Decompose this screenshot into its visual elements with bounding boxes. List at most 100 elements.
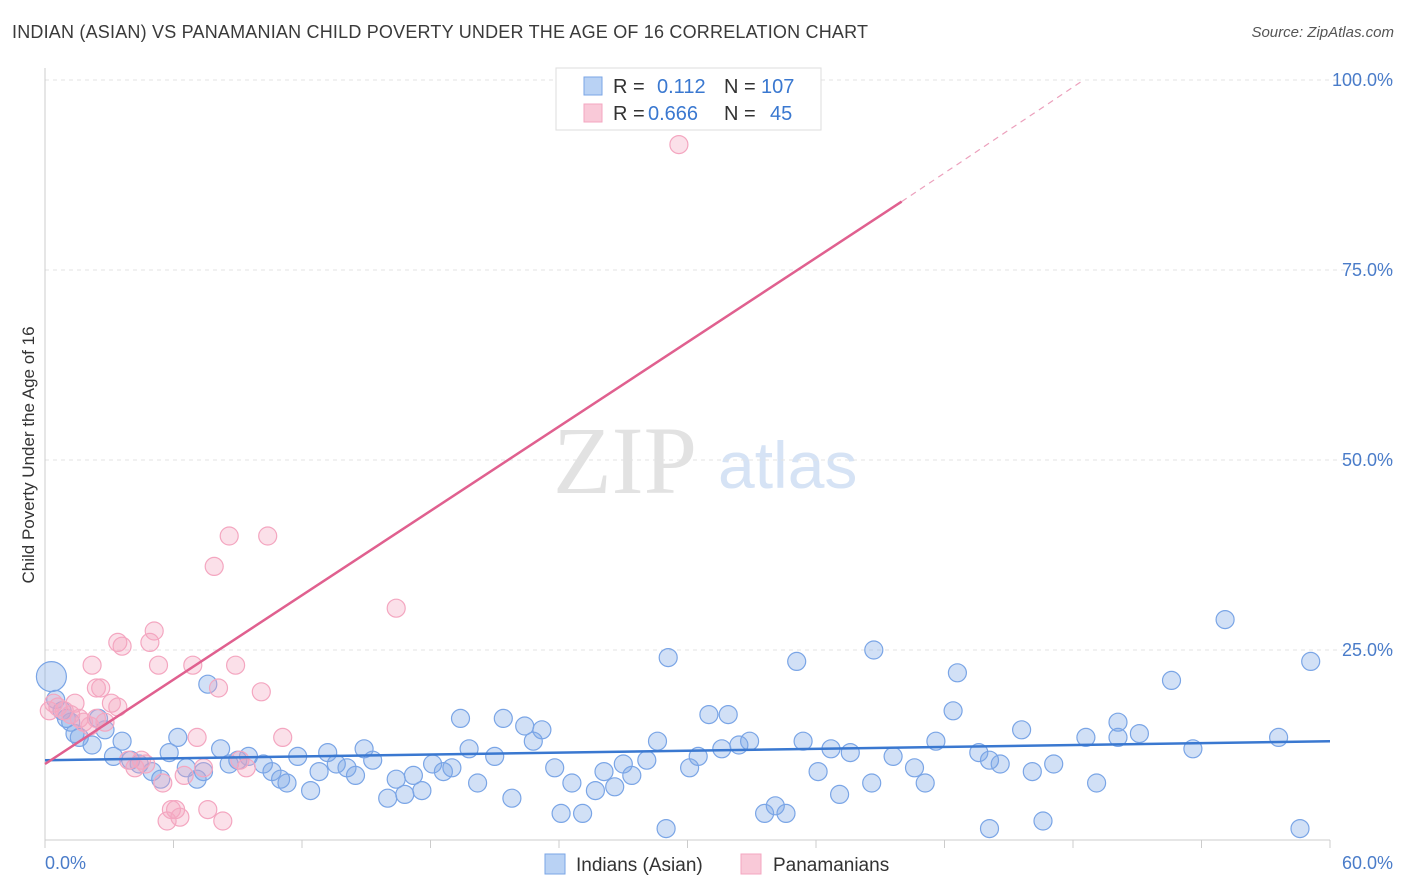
axes (44, 68, 1331, 848)
point-indians-0 (35, 660, 68, 693)
point-indians-36 (345, 765, 366, 786)
legend-r-value-panamanians: 0.666 (648, 103, 698, 125)
point-panamanians-24 (148, 655, 169, 675)
y-tick-label-1: 50.0% (1342, 450, 1393, 470)
point-indians-111 (1301, 651, 1321, 672)
point-indians-39 (378, 788, 398, 808)
point-panamanians-40 (230, 750, 250, 770)
legend-n-value-panamanians: 45 (770, 103, 792, 125)
point-panamanians-32 (187, 727, 207, 748)
point-indians-17 (168, 727, 188, 748)
point-indians-47 (450, 708, 471, 729)
point-indians-11 (112, 731, 132, 751)
point-panamanians-36 (208, 678, 229, 698)
point-panamanians-25 (153, 773, 173, 793)
point-indians-90 (926, 731, 946, 751)
point-indians-84 (840, 742, 860, 763)
y-tick-label-0: 25.0% (1342, 640, 1393, 660)
point-panamanians-42 (251, 682, 271, 702)
y-tick-labels: 25.0% 50.0% 75.0% 100.0% (1332, 70, 1393, 660)
point-indians-58 (562, 773, 582, 793)
point-indians-101 (1076, 727, 1096, 748)
point-indians-32 (309, 761, 329, 782)
point-indians-108 (1215, 609, 1235, 630)
point-indians-7 (82, 735, 102, 755)
point-indians-106 (1161, 670, 1182, 691)
series-legend: Indians (Asian) Panamanians (544, 853, 889, 876)
point-panamanians-41 (236, 758, 256, 778)
bottom-legend-label-indians: Indians (Asian) (576, 855, 703, 876)
series-panamanians-points (39, 135, 689, 831)
point-indians-98 (1022, 761, 1042, 782)
point-panamanians-29 (170, 807, 190, 827)
point-panamanians-37 (213, 811, 233, 831)
point-indians-102 (1086, 773, 1107, 793)
point-indians-57 (551, 803, 571, 824)
point-indians-92 (947, 663, 968, 683)
trend-lines (44, 79, 1331, 766)
stats-legend: R = 0.112 N = 107 R = 0.666 N = 45 (555, 67, 822, 131)
bottom-legend-swatch-indians (544, 853, 566, 875)
point-indians-83 (829, 784, 850, 805)
legend-n-label-panamanians: N = (724, 103, 756, 125)
legend-swatch-panamanians (583, 103, 603, 123)
legend-n-value-indians: 107 (761, 76, 794, 98)
point-panamanians-22 (140, 632, 160, 653)
point-indians-94 (979, 750, 1000, 770)
point-indians-70 (688, 746, 708, 767)
point-indians-56 (545, 758, 565, 778)
point-indians-85 (862, 773, 882, 793)
bottom-legend-swatch-panamanians (740, 853, 762, 875)
point-indians-68 (658, 647, 678, 668)
point-indians-97 (1011, 720, 1032, 740)
point-panamanians-10 (82, 655, 102, 675)
point-indians-109 (1268, 727, 1289, 748)
x-tick-label-1: 60.0% (1342, 853, 1393, 873)
point-panamanians-43 (258, 526, 278, 546)
legend-r-label-panamanians: R = (613, 103, 645, 125)
point-panamanians-35 (204, 556, 224, 577)
point-indians-46 (442, 758, 462, 778)
point-indians-43 (412, 780, 432, 801)
series-indians-points (35, 609, 1321, 839)
point-indians-29 (277, 773, 297, 793)
point-indians-65 (637, 750, 657, 770)
point-indians-71 (699, 704, 719, 725)
point-indians-31 (301, 780, 321, 801)
legend-r-value-indians: 0.112 (657, 76, 706, 98)
gridlines (45, 79, 1393, 651)
point-indians-77 (765, 796, 785, 816)
point-panamanians-23 (144, 621, 164, 641)
point-panamanians-33 (193, 758, 214, 778)
point-indians-96 (979, 818, 1000, 839)
point-indians-62 (605, 777, 625, 797)
point-indians-64 (622, 765, 642, 786)
point-indians-61 (594, 761, 614, 782)
point-indians-55 (532, 720, 552, 740)
point-indians-100 (1044, 754, 1064, 774)
point-indians-51 (493, 708, 513, 729)
legend-r-label-indians: R = (613, 76, 645, 98)
point-indians-95 (990, 754, 1010, 774)
point-indians-105 (1129, 723, 1150, 744)
point-panamanians-44 (273, 727, 293, 748)
point-panamanians-38 (219, 526, 239, 546)
point-indians-89 (915, 773, 935, 793)
point-indians-87 (883, 746, 903, 767)
point-indians-38 (363, 750, 383, 770)
point-indians-59 (572, 803, 593, 824)
x-tick-labels: 0.0% 60.0% (45, 853, 1393, 873)
y-axis-label: Child Poverty Under the Age of 16 (19, 326, 38, 583)
point-indians-50 (485, 746, 505, 767)
point-indians-41 (395, 784, 415, 805)
point-indians-66 (647, 731, 668, 751)
point-panamanians-45 (386, 598, 406, 618)
point-indians-91 (943, 701, 963, 721)
point-indians-73 (718, 704, 738, 725)
legend-swatch-indians (583, 76, 603, 96)
point-indians-60 (585, 780, 606, 801)
point-panamanians-5 (65, 693, 85, 713)
point-indians-21 (198, 674, 218, 694)
point-indians-49 (468, 773, 488, 793)
point-indians-110 (1290, 818, 1310, 839)
